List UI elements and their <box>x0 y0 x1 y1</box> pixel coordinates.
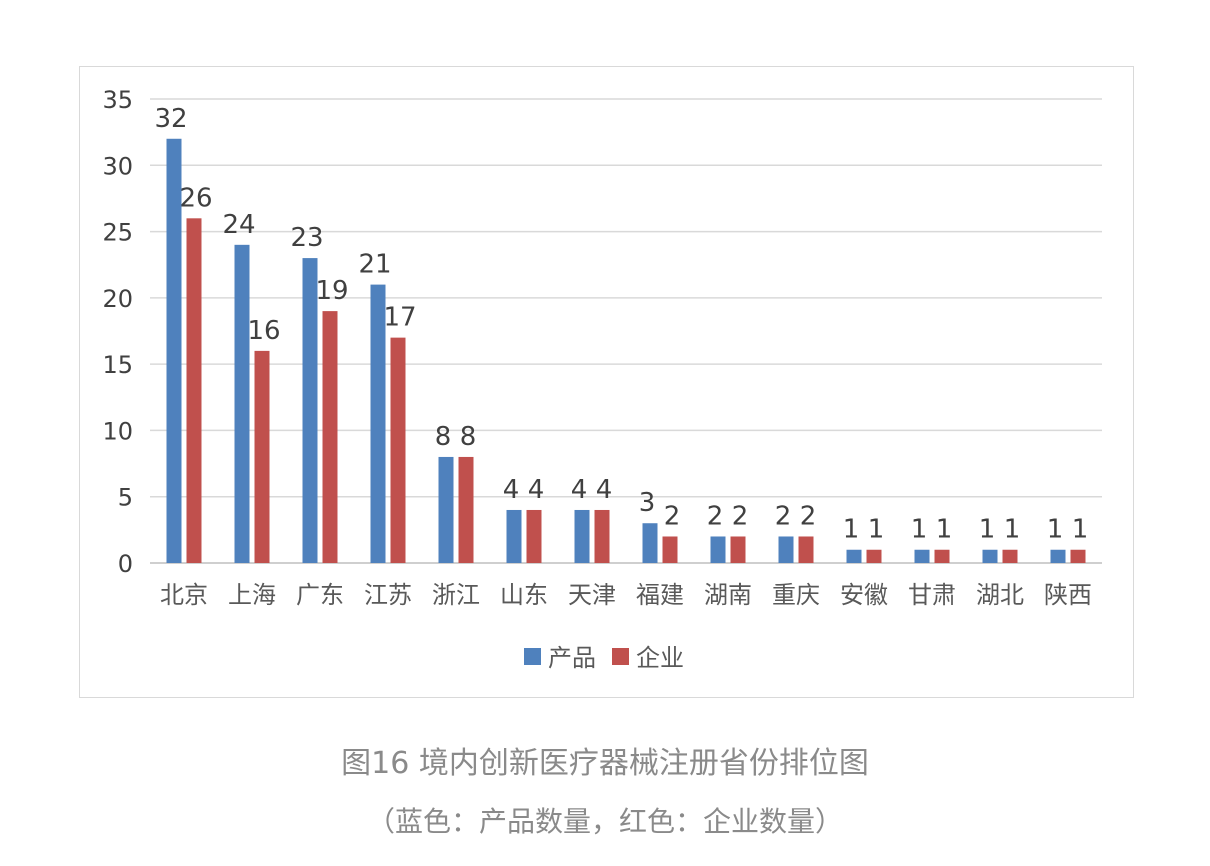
x-category-label: 天津 <box>568 581 616 609</box>
x-category-label: 山东 <box>500 581 548 609</box>
legend-label: 产品 <box>548 644 596 672</box>
bar-series-2 <box>798 536 814 563</box>
data-label: 2 <box>800 501 817 531</box>
bar-series-2 <box>594 509 610 563</box>
bar-series-1 <box>438 456 454 563</box>
bar-series-2 <box>1002 549 1018 563</box>
bar-series-2 <box>1070 549 1086 563</box>
bar-series-2 <box>186 218 202 564</box>
bar-series-1 <box>302 258 318 563</box>
data-label: 1 <box>936 515 953 545</box>
bar-series-1 <box>574 509 590 563</box>
y-tick-label: 25 <box>102 219 133 247</box>
figure-caption-subtitle: （蓝色：产品数量，红色：企业数量） <box>366 805 843 838</box>
bar-series-2 <box>254 350 270 563</box>
bar-series-2 <box>866 549 882 563</box>
data-label: 1 <box>979 515 996 545</box>
data-label: 2 <box>775 501 792 531</box>
data-label: 1 <box>1047 515 1064 545</box>
data-label: 1 <box>911 515 928 545</box>
x-category-label: 重庆 <box>772 581 820 609</box>
data-label: 3 <box>639 488 656 518</box>
data-label: 21 <box>358 250 391 280</box>
bar-series-2 <box>934 549 950 563</box>
legend-swatch <box>524 648 541 665</box>
data-label: 2 <box>707 501 724 531</box>
data-label: 24 <box>222 210 255 240</box>
data-label: 23 <box>290 223 323 253</box>
data-label: 26 <box>179 183 212 213</box>
figure-caption-title: 图16 境内创新医疗器械注册省份排位图 <box>341 746 869 781</box>
x-category-label: 安徽 <box>840 581 888 609</box>
y-tick-label: 5 <box>118 484 133 512</box>
bar-series-1 <box>982 549 998 563</box>
x-category-label: 福建 <box>636 581 684 609</box>
y-tick-label: 30 <box>102 152 133 180</box>
bar-series-2 <box>458 456 474 563</box>
bar-series-1 <box>1050 549 1066 563</box>
x-category-label: 北京 <box>160 581 208 609</box>
bar-series-1 <box>778 536 794 563</box>
data-label: 8 <box>460 422 477 452</box>
bar-series-1 <box>710 536 726 563</box>
x-category-label: 广东 <box>296 581 344 609</box>
y-tick-label: 20 <box>102 285 133 313</box>
data-label: 8 <box>435 422 452 452</box>
bar-series-1 <box>642 523 658 563</box>
data-label: 16 <box>247 316 280 346</box>
data-label: 2 <box>664 501 681 531</box>
data-label: 32 <box>154 104 187 134</box>
legend-label: 企业 <box>636 644 684 672</box>
data-label: 17 <box>383 303 416 333</box>
y-tick-label: 0 <box>118 550 133 578</box>
y-tick-label: 10 <box>102 417 133 445</box>
bar-series-1 <box>166 138 182 563</box>
y-tick-label: 35 <box>102 86 133 114</box>
bar-series-2 <box>322 311 338 563</box>
x-category-label: 湖北 <box>976 581 1024 609</box>
data-label: 4 <box>528 475 545 505</box>
x-category-label: 上海 <box>228 581 276 609</box>
x-category-label: 甘肃 <box>908 581 956 609</box>
data-label: 4 <box>596 475 613 505</box>
data-label: 4 <box>571 475 588 505</box>
legend-swatch <box>612 648 629 665</box>
bar-series-2 <box>730 536 746 563</box>
y-tick-label: 15 <box>102 351 133 379</box>
data-label: 4 <box>503 475 520 505</box>
data-label: 1 <box>868 515 885 545</box>
bar-series-2 <box>390 337 406 563</box>
data-label: 1 <box>843 515 860 545</box>
bar-series-1 <box>234 244 250 564</box>
x-category-label: 浙江 <box>432 581 480 609</box>
x-category-label: 江苏 <box>364 581 412 609</box>
bar-series-2 <box>662 536 678 563</box>
data-label: 1 <box>1004 515 1021 545</box>
x-category-label: 湖南 <box>704 581 752 609</box>
data-label: 2 <box>732 501 749 531</box>
bar-series-1 <box>370 284 386 563</box>
bar-series-1 <box>914 549 930 563</box>
bar-series-1 <box>506 509 522 563</box>
data-label: 19 <box>315 276 348 306</box>
bar-series-2 <box>526 509 542 563</box>
data-label: 1 <box>1072 515 1089 545</box>
x-category-label: 陕西 <box>1044 581 1092 609</box>
bar-series-1 <box>846 549 862 563</box>
